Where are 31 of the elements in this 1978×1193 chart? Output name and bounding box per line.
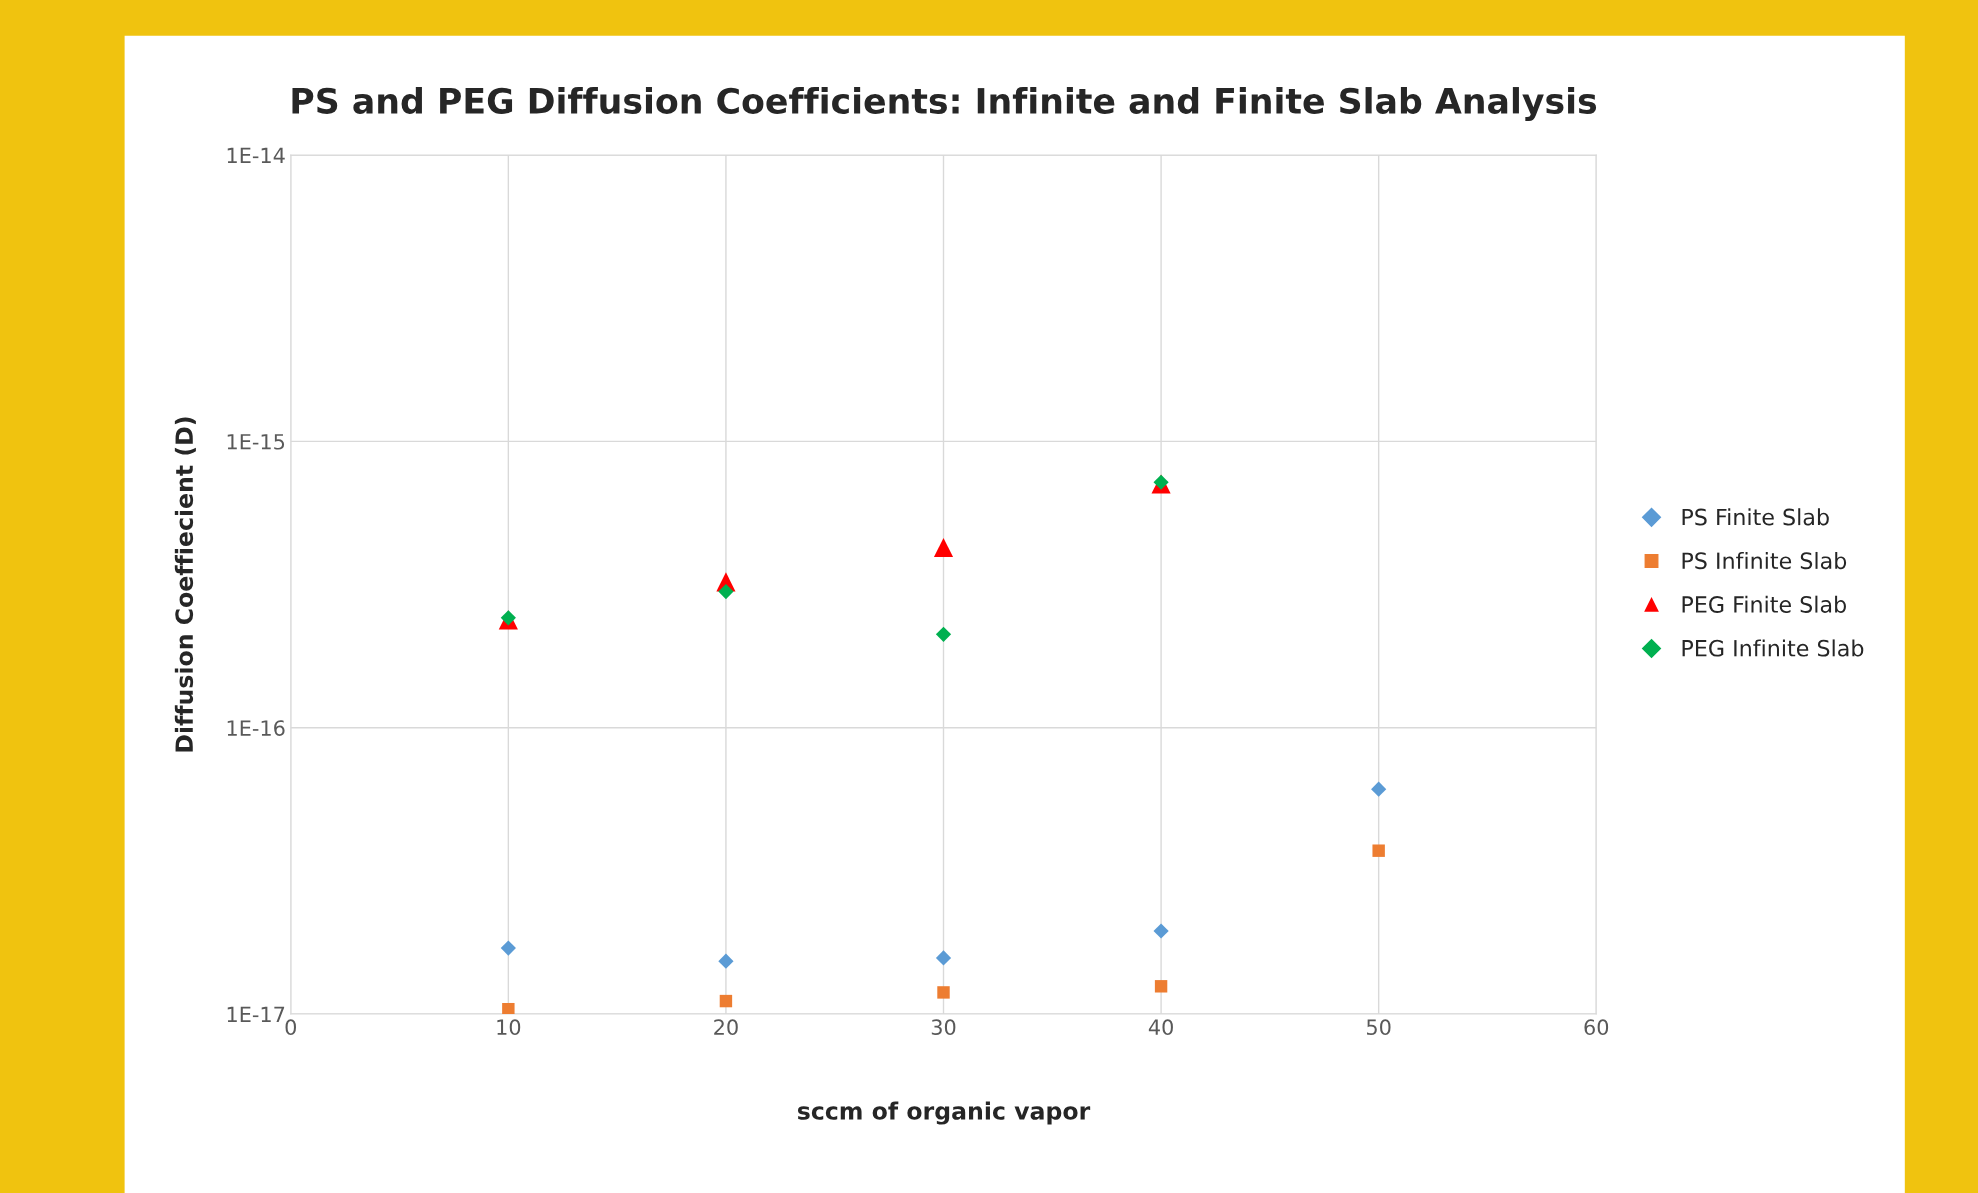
y-tick-label: 1E-15	[227, 434, 285, 450]
point	[1372, 844, 1385, 857]
x-tick-label: 60	[1584, 1019, 1609, 1036]
x-tick-label: 30	[931, 1019, 956, 1036]
point	[500, 940, 516, 956]
legend-label: PS Finite Slab	[1682, 508, 1829, 526]
x-tick-label: 20	[714, 1019, 738, 1036]
point	[1154, 980, 1168, 993]
y-tick-label: 1E-17	[227, 1006, 285, 1022]
point	[935, 950, 952, 966]
legend-label: PEG Finite Slab	[1682, 595, 1846, 613]
point	[719, 994, 733, 1008]
x-tick-label: 40	[1148, 1019, 1173, 1036]
point	[935, 626, 952, 642]
y-tick-label: 1E-14	[227, 147, 285, 164]
point	[718, 953, 734, 969]
point	[937, 986, 950, 999]
y-tick-label: 1E-16	[227, 720, 285, 736]
y-axis-title: Diffusion Coeffiecient (D)	[174, 417, 196, 752]
chart-title: PS and PEG Diffusion Coefficients: Infinite and Finite Slab Analysis	[292, 87, 1597, 121]
legend-label: PEG Infinite Slab	[1682, 639, 1864, 657]
x-tick-label: 0	[285, 1019, 297, 1036]
point	[1371, 781, 1387, 797]
legend-label: PS Infinite Slab	[1682, 551, 1847, 570]
point	[502, 1002, 515, 1015]
point	[718, 583, 734, 600]
point	[1153, 923, 1169, 939]
x-axis-title: sccm of organic vapor	[797, 1101, 1091, 1125]
x-tick-label: 10	[497, 1019, 521, 1036]
x-tick-label: 50	[1367, 1019, 1391, 1036]
point	[933, 537, 954, 558]
